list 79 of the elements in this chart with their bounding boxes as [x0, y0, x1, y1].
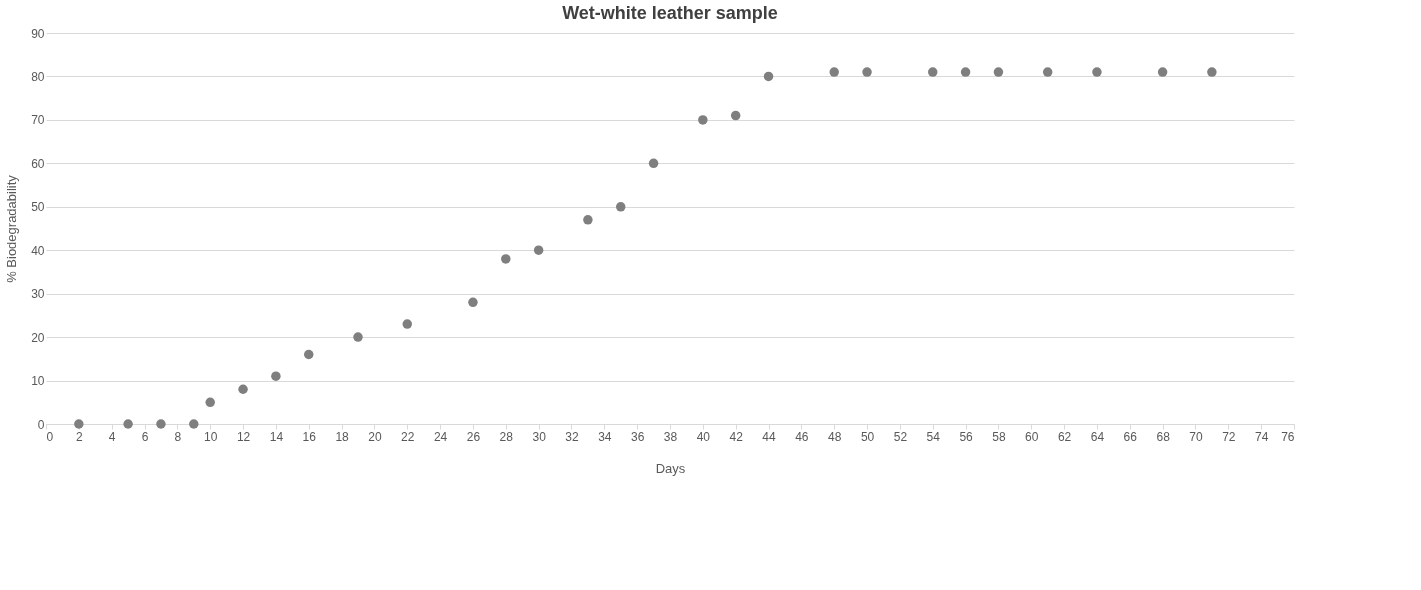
x-tick-label: 56: [959, 429, 974, 444]
x-tick-label: 8: [174, 429, 182, 444]
x-tick-label: 12: [236, 429, 251, 444]
x-tick-label: 30: [532, 429, 547, 444]
x-axis-title: Days: [655, 460, 686, 476]
x-tick-label: 18: [335, 429, 350, 444]
point: [156, 419, 166, 429]
y-tick-label: 70: [31, 113, 45, 128]
point: [353, 332, 363, 342]
point: [123, 419, 133, 429]
x-tick-label: 50: [860, 429, 875, 444]
x-tick-label: 46: [795, 429, 809, 444]
x-tick-label: 36: [630, 429, 645, 444]
x-tick-label: 20: [368, 429, 382, 444]
x-tick-label: 24: [433, 429, 448, 444]
x-tick-label: 22: [401, 429, 415, 444]
x-tick-label: 34: [598, 429, 612, 444]
x-tick-label: 6: [141, 429, 149, 444]
x-tick-label: 52: [893, 429, 908, 444]
point: [303, 349, 314, 360]
y-tick-label: 50: [31, 200, 45, 215]
point: [960, 67, 971, 77]
x-tick-label: 28: [499, 429, 514, 444]
x-tick-label: 62: [1057, 429, 1072, 444]
point: [189, 419, 199, 429]
point: [862, 67, 872, 77]
x-tick-label: 70: [1189, 429, 1203, 444]
point: [730, 110, 741, 121]
x-tick-label: 54: [926, 429, 941, 444]
point: [501, 254, 511, 264]
x-tick-label: 44: [762, 429, 777, 444]
point: [533, 245, 544, 255]
y-tick-label: 40: [31, 243, 45, 258]
x-tick-label: 32: [565, 429, 579, 444]
y-tick-label: 20: [31, 330, 45, 345]
point: [763, 71, 774, 82]
y-tick-label: 90: [31, 26, 45, 41]
y-tick-label: 60: [31, 156, 45, 171]
x-tick-label: 26: [466, 429, 481, 444]
x-tick-label: 10: [204, 429, 218, 444]
point: [698, 115, 708, 125]
x-tick-label: 68: [1156, 429, 1171, 444]
x-tick-label: 4: [108, 429, 116, 444]
point: [927, 67, 938, 77]
point: [1207, 67, 1217, 77]
y-tick-label: 80: [31, 69, 45, 84]
point: [1092, 67, 1102, 77]
x-tick-label: 40: [696, 429, 711, 444]
point: [468, 297, 478, 308]
x-tick-label: 72: [1222, 429, 1236, 444]
x-tick-label: 48: [828, 429, 842, 444]
x-tick-label: 60: [1025, 429, 1039, 444]
x-tick-label: 42: [729, 429, 744, 444]
y-tick-label: 30: [31, 287, 45, 302]
point: [829, 67, 839, 77]
x-tick-label: 66: [1123, 429, 1138, 444]
x-tick-label: 58: [992, 429, 1006, 444]
x-tick-label: 14: [269, 429, 284, 444]
point: [615, 202, 626, 212]
point: [648, 158, 659, 169]
point: [1042, 67, 1053, 77]
x-tick-label: 74: [1254, 429, 1269, 444]
point: [1157, 67, 1168, 77]
point: [74, 419, 84, 429]
point: [205, 397, 215, 408]
point: [583, 215, 593, 225]
point: [993, 67, 1004, 77]
point: [238, 384, 248, 394]
y-tick-label: 10: [31, 374, 45, 389]
chart-title: Wet-white leather sample: [562, 3, 778, 23]
x-tick-label: 2: [76, 429, 83, 444]
x-tick-label: 64: [1090, 429, 1105, 444]
y-axis-title: % Biodegradability: [4, 174, 20, 283]
point: [402, 319, 413, 329]
x-tick-label: 16: [302, 429, 317, 444]
x-tick-label: 76: [1281, 429, 1295, 444]
x-tick-label: 38: [663, 429, 678, 444]
point: [271, 371, 281, 381]
y-tick-label: 0: [37, 417, 45, 432]
